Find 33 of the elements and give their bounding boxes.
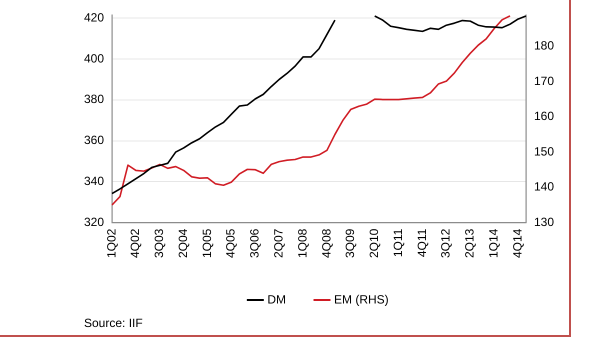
x-tick-label: 3Q09: [343, 228, 358, 258]
y-tick-label: 360: [84, 133, 104, 148]
x-tick-label: 3Q03: [152, 228, 166, 258]
y-tick-label: 400: [84, 51, 104, 66]
y2-tick-label: 160: [534, 109, 554, 124]
y-tick-label: 380: [84, 92, 104, 106]
y2-tick-label: 140: [534, 180, 554, 194]
y-tick-label: 320: [84, 214, 104, 229]
y2-tick-label: 150: [534, 144, 554, 158]
x-tick-label: 1Q02: [104, 228, 118, 258]
x-tick-label: 1Q14: [486, 228, 500, 258]
x-tick-label: 2Q10: [367, 228, 382, 258]
y-tick-label: 340: [84, 174, 104, 188]
x-tick-label: 2Q07: [272, 228, 286, 258]
x-tick-label: 3Q06: [248, 228, 262, 258]
x-tick-label: 2Q04: [176, 228, 190, 258]
y2-tick-label: 180: [534, 38, 554, 53]
x-tick-label: 2Q13: [462, 228, 477, 258]
x-tick-label: 4Q02: [128, 228, 142, 258]
legend-label: EM (RHS): [334, 292, 389, 306]
source-note: Source: IIF: [84, 316, 143, 330]
x-tick-label: 4Q14: [510, 228, 524, 258]
y2-tick-label: 130: [534, 214, 554, 229]
x-tick-label: 3Q12: [438, 228, 453, 258]
x-tick-label: 4Q11: [414, 228, 429, 258]
legend-label: DM: [267, 292, 286, 306]
x-tick-label: 1Q11: [390, 228, 405, 258]
y2-tick-label: 170: [534, 74, 554, 88]
x-tick-label: 4Q05: [224, 228, 238, 258]
x-tick-label: 1Q05: [200, 228, 214, 258]
x-tick-label: 1Q08: [295, 228, 310, 258]
y-tick-label: 420: [84, 10, 104, 24]
x-tick-label: 4Q08: [319, 228, 334, 258]
